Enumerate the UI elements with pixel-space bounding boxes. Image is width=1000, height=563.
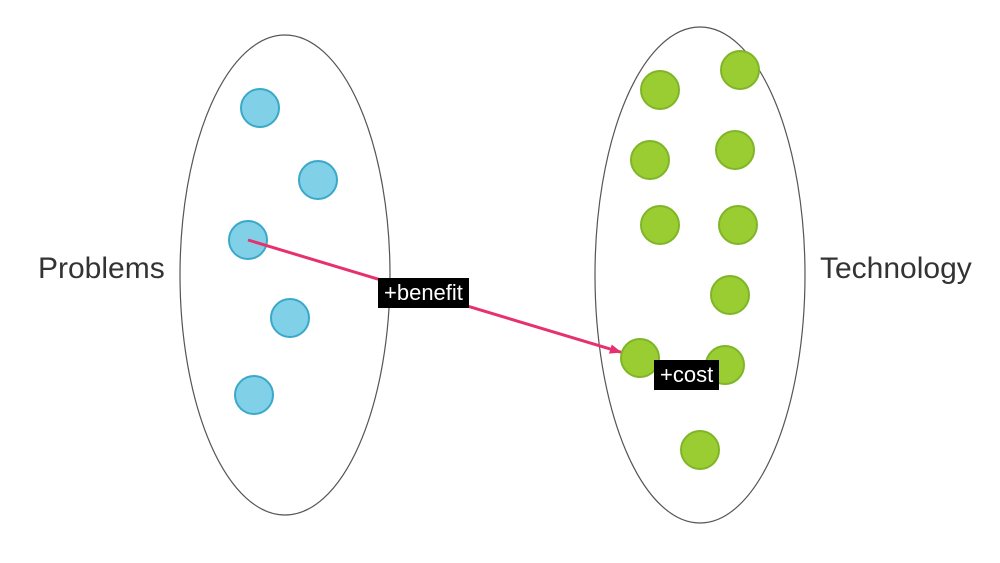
benefit-label: +benefit — [378, 278, 469, 308]
problem-node — [235, 376, 273, 414]
problem-node — [299, 161, 337, 199]
technology-node — [641, 206, 679, 244]
technology-node — [721, 51, 759, 89]
problems-set-ellipse — [180, 35, 390, 515]
technology-node — [719, 206, 757, 244]
problems-label: Problems — [38, 252, 165, 286]
technology-label: Technology — [820, 252, 972, 286]
cost-label: +cost — [654, 360, 719, 390]
problem-node — [271, 299, 309, 337]
technology-node — [641, 71, 679, 109]
technology-node — [711, 276, 749, 314]
technology-node — [681, 431, 719, 469]
technology-node — [716, 131, 754, 169]
diagram-canvas: Problems Technology +benefit +cost — [0, 0, 1000, 563]
problem-node — [241, 89, 279, 127]
technology-node — [631, 141, 669, 179]
